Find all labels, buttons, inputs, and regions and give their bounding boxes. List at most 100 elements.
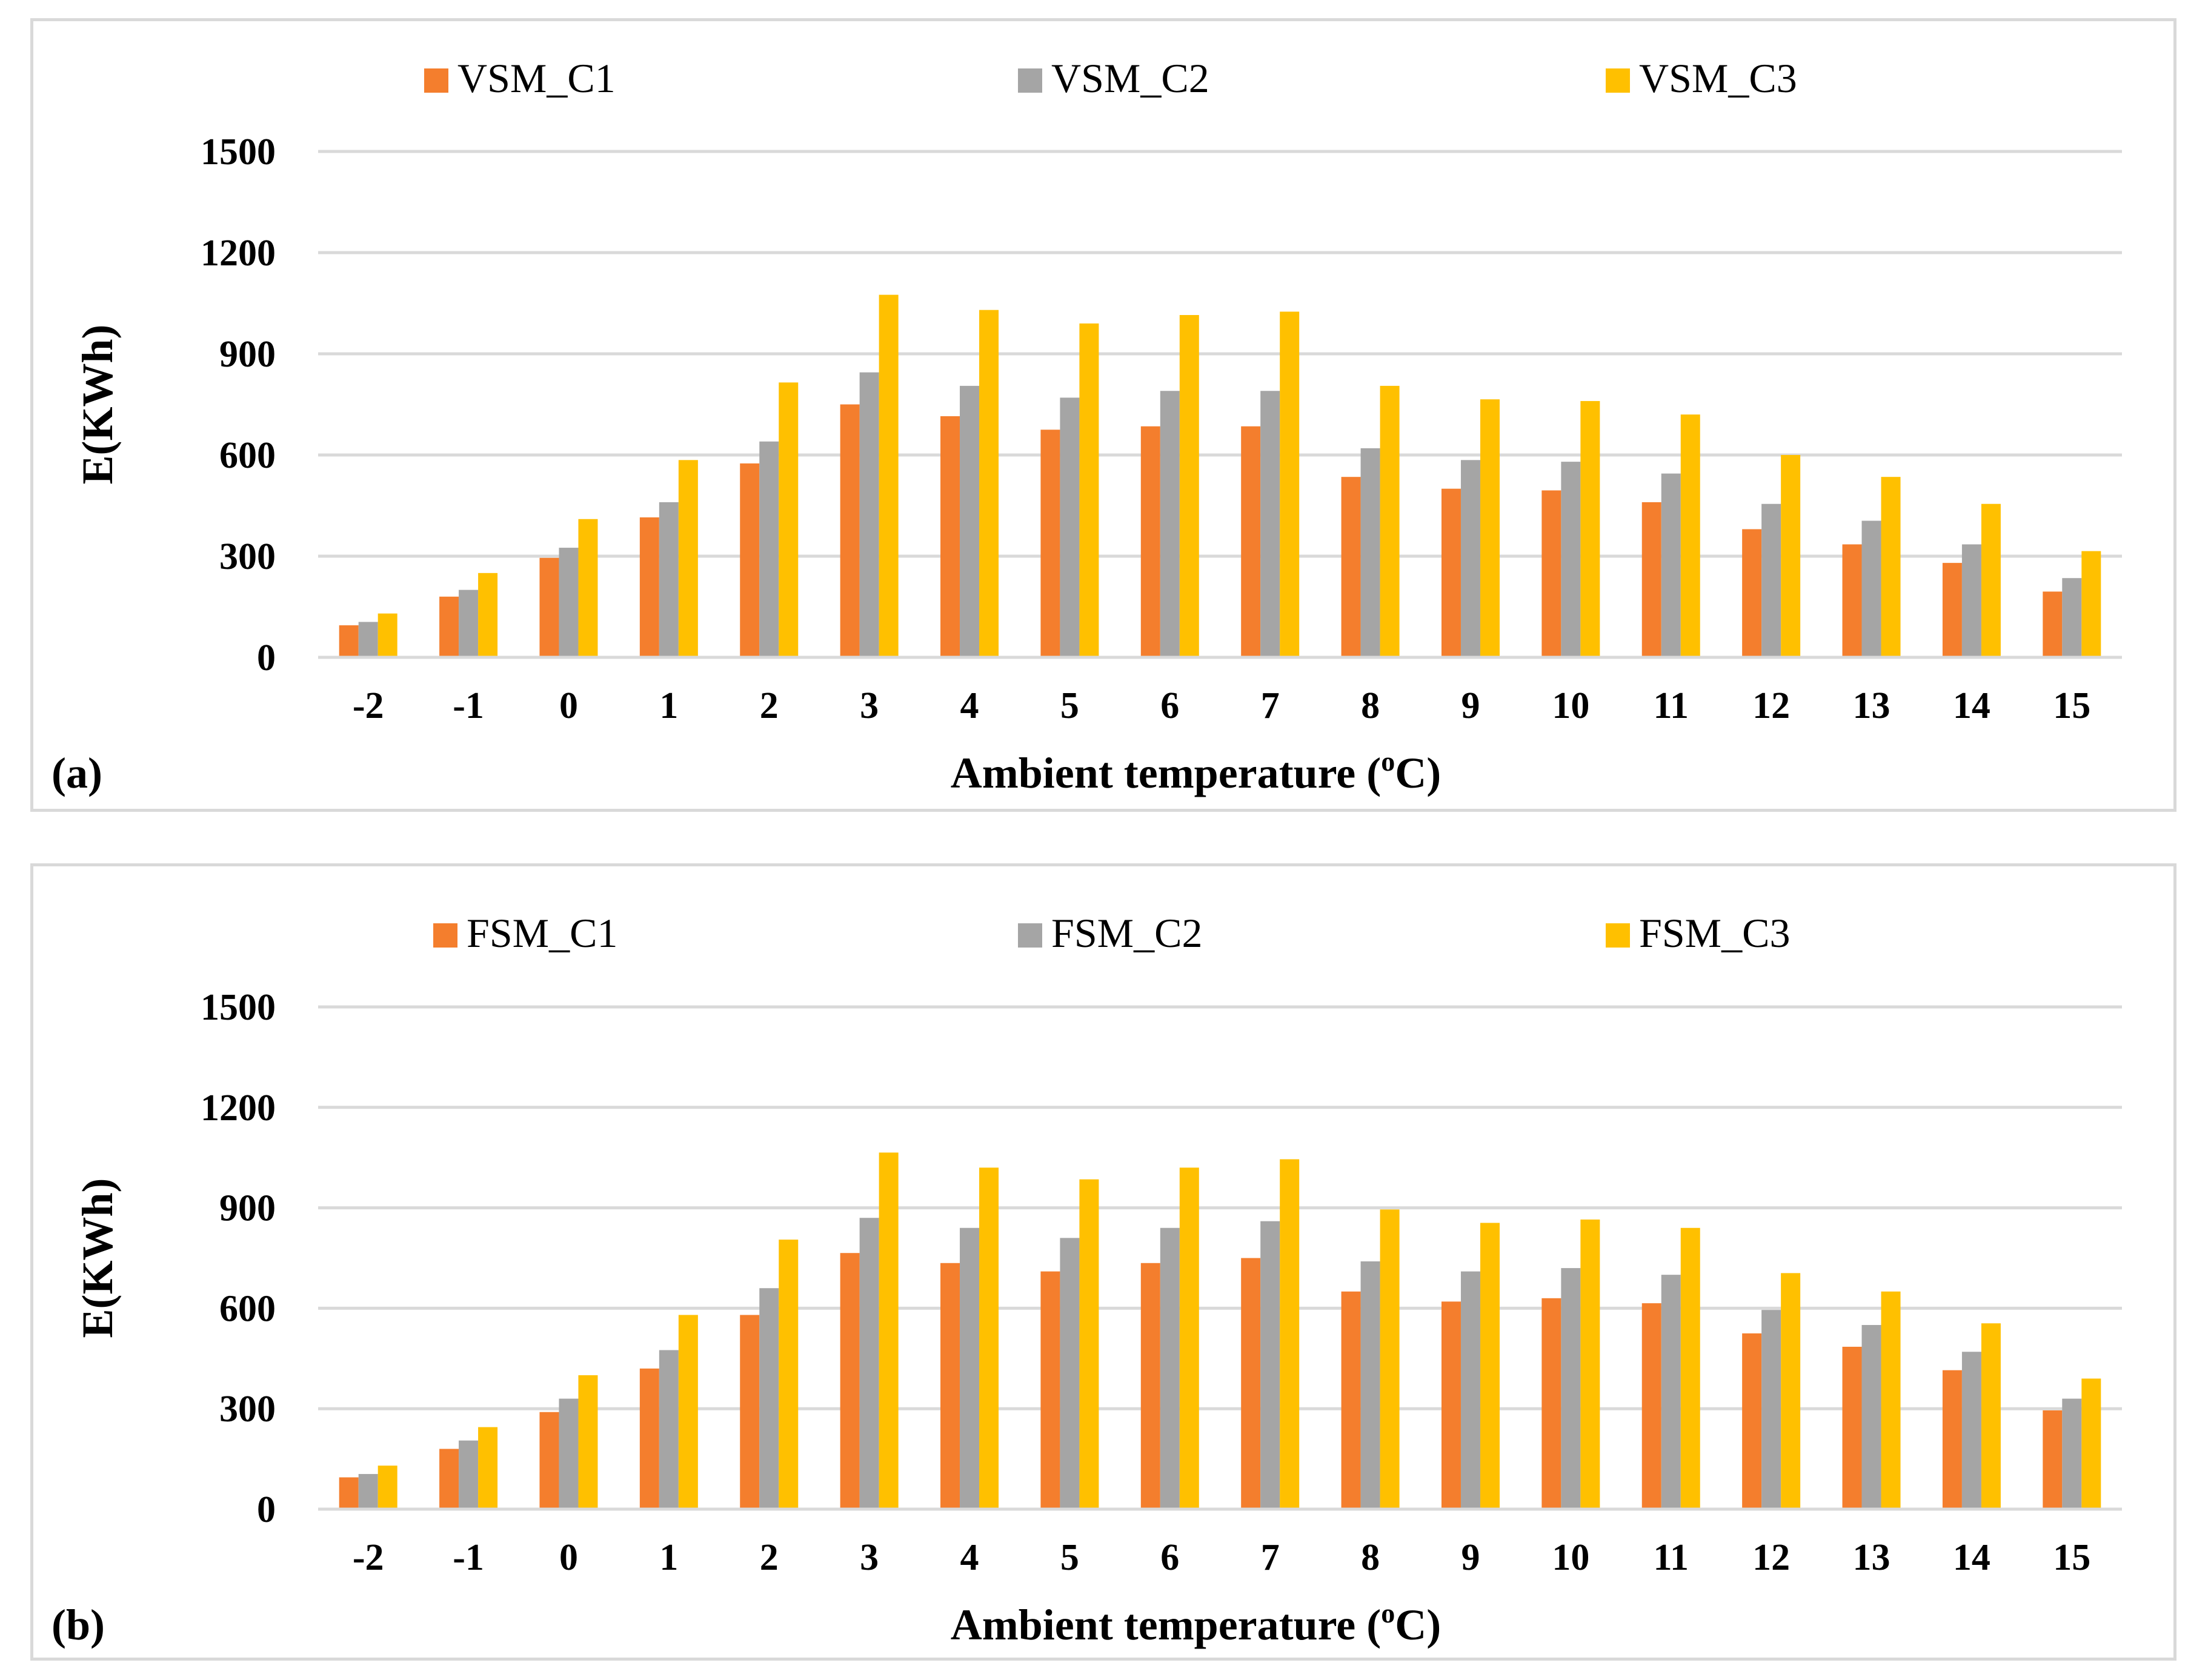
x-tick-label: 5 xyxy=(1060,685,1079,726)
y-tick-label: 1500 xyxy=(201,131,276,173)
legend-swatch xyxy=(1018,923,1042,948)
bar-vsm-c1 xyxy=(1241,426,1261,657)
bar-vsm-c2 xyxy=(1961,544,1981,657)
bar-vsm-c2 xyxy=(960,385,980,657)
x-tick-label: 13 xyxy=(1853,685,1890,726)
bar-vsm-c2 xyxy=(1060,397,1080,657)
bar-fsm-c1 xyxy=(439,1449,459,1509)
y-tick-label: 300 xyxy=(219,1389,276,1430)
bar-vsm-c1 xyxy=(1541,490,1561,657)
chart-panel-a: 0 300 600 900 1200 1500 -2 -1 0 1 2 3 4 5 6 7 8 9 10 11 12 13… xyxy=(30,18,2176,812)
x-tick-label: 3 xyxy=(860,685,879,726)
bar-vsm-c1 xyxy=(1441,488,1461,657)
bar-fsm-c3 xyxy=(1480,1223,1500,1509)
legend-label: FSM_C3 xyxy=(1639,910,1790,956)
bar-fsm-c2 xyxy=(1561,1268,1581,1509)
x-tick-label: 2 xyxy=(760,1537,779,1578)
bar-fsm-c2 xyxy=(1861,1325,1881,1509)
panel-label: (b) xyxy=(52,1601,105,1649)
bar-vsm-c2 xyxy=(1761,503,1781,657)
bar-vsm-c3 xyxy=(1079,323,1099,657)
bar-vsm-c1 xyxy=(639,517,659,657)
legend-label: VSM_C3 xyxy=(1639,55,1797,101)
bar-fsm-c2 xyxy=(459,1440,479,1509)
bar-fsm-c2 xyxy=(1260,1221,1280,1509)
legend-label: FSM_C1 xyxy=(467,910,617,956)
y-tick-label: 1200 xyxy=(201,233,276,274)
x-axis-title: Ambient temperature (oC) xyxy=(951,1598,1441,1649)
bar-fsm-c2 xyxy=(1060,1238,1080,1509)
bar-vsm-c3 xyxy=(1179,314,1199,657)
bar-vsm-c3 xyxy=(2081,551,2101,657)
bar-vsm-c1 xyxy=(1942,563,1962,657)
legend-swatch xyxy=(1606,923,1630,948)
bar-vsm-c1 xyxy=(439,596,459,657)
bar-vsm-c3 xyxy=(1380,385,1400,657)
x-tick-label: 14 xyxy=(1953,1537,1990,1578)
x-tick-label: 6 xyxy=(1160,1537,1179,1578)
bar-vsm-c3 xyxy=(578,519,598,657)
bar-fsm-c3 xyxy=(879,1152,899,1509)
bar-fsm-c2 xyxy=(2062,1398,2082,1509)
bar-vsm-c1 xyxy=(940,416,960,657)
panel-label: (a) xyxy=(52,749,102,797)
x-tick-label: 15 xyxy=(2053,1537,2090,1578)
bar-fsm-c2 xyxy=(559,1398,579,1509)
x-tick-label: 11 xyxy=(1653,685,1689,726)
x-axis-title-sup: o xyxy=(1381,746,1395,777)
bar-fsm-c3 xyxy=(478,1427,498,1509)
bar-vsm-c2 xyxy=(2062,578,2082,657)
bar-fsm-c1 xyxy=(1241,1258,1261,1509)
x-tick-label: 9 xyxy=(1461,1537,1480,1578)
bar-vsm-c1 xyxy=(539,557,559,657)
bar-fsm-c2 xyxy=(859,1218,879,1509)
y-tick-label: 0 xyxy=(257,1489,276,1530)
bar-fsm-c2 xyxy=(1360,1261,1380,1509)
bar-vsm-c1 xyxy=(1140,426,1160,657)
bar-vsm-c3 xyxy=(1781,455,1801,657)
bar-fsm-c1 xyxy=(639,1368,659,1509)
y-tick-label: 300 xyxy=(219,536,276,577)
bar-fsm-c3 xyxy=(1680,1227,1700,1509)
bar-fsm-c2 xyxy=(1961,1352,1981,1509)
x-tick-label: -2 xyxy=(353,1537,384,1578)
legend-swatch xyxy=(424,68,448,93)
x-tick-label: 8 xyxy=(1361,685,1380,726)
legend-label: FSM_C2 xyxy=(1051,910,1202,956)
bar-vsm-c2 xyxy=(859,372,879,657)
bar-vsm-c3 xyxy=(979,310,999,658)
bar-fsm-c1 xyxy=(1641,1303,1661,1509)
bar-vsm-c2 xyxy=(659,502,679,657)
bar-fsm-c1 xyxy=(1040,1271,1060,1509)
x-tick-label: 8 xyxy=(1361,1537,1380,1578)
bar-fsm-c3 xyxy=(979,1167,999,1509)
x-tick-label: -1 xyxy=(453,1537,484,1578)
legend-swatch xyxy=(1018,68,1042,93)
bar-fsm-c1 xyxy=(1742,1333,1762,1509)
x-tick-label: 6 xyxy=(1160,685,1179,726)
bar-vsm-c3 xyxy=(1580,400,1600,657)
bar-fsm-c2 xyxy=(1761,1310,1781,1509)
bar-vsm-c3 xyxy=(1480,399,1500,657)
x-tick-label: 1 xyxy=(659,1537,678,1578)
bar-vsm-c2 xyxy=(1861,520,1881,657)
bar-fsm-c2 xyxy=(960,1227,980,1509)
y-tick-label: 900 xyxy=(219,1188,276,1229)
bar-fsm-c2 xyxy=(759,1288,779,1509)
y-tick-label: 1500 xyxy=(201,987,276,1028)
y-tick-label: 900 xyxy=(219,334,276,375)
x-tick-label: 10 xyxy=(1552,685,1589,726)
bar-vsm-c3 xyxy=(779,382,799,657)
bar-vsm-c3 xyxy=(678,460,698,657)
x-tick-label: 2 xyxy=(760,685,779,726)
bar-fsm-c1 xyxy=(740,1315,760,1509)
bar-vsm-c2 xyxy=(1460,460,1480,657)
y-tick-label: 1200 xyxy=(201,1087,276,1129)
bar-fsm-c2 xyxy=(1661,1275,1681,1509)
bar-fsm-c3 xyxy=(1079,1179,1099,1509)
bar-vsm-c1 xyxy=(1742,529,1762,657)
x-tick-label: 15 xyxy=(2053,685,2090,726)
x-tick-label: 0 xyxy=(559,1537,578,1578)
bar-vsm-c2 xyxy=(1160,391,1180,657)
